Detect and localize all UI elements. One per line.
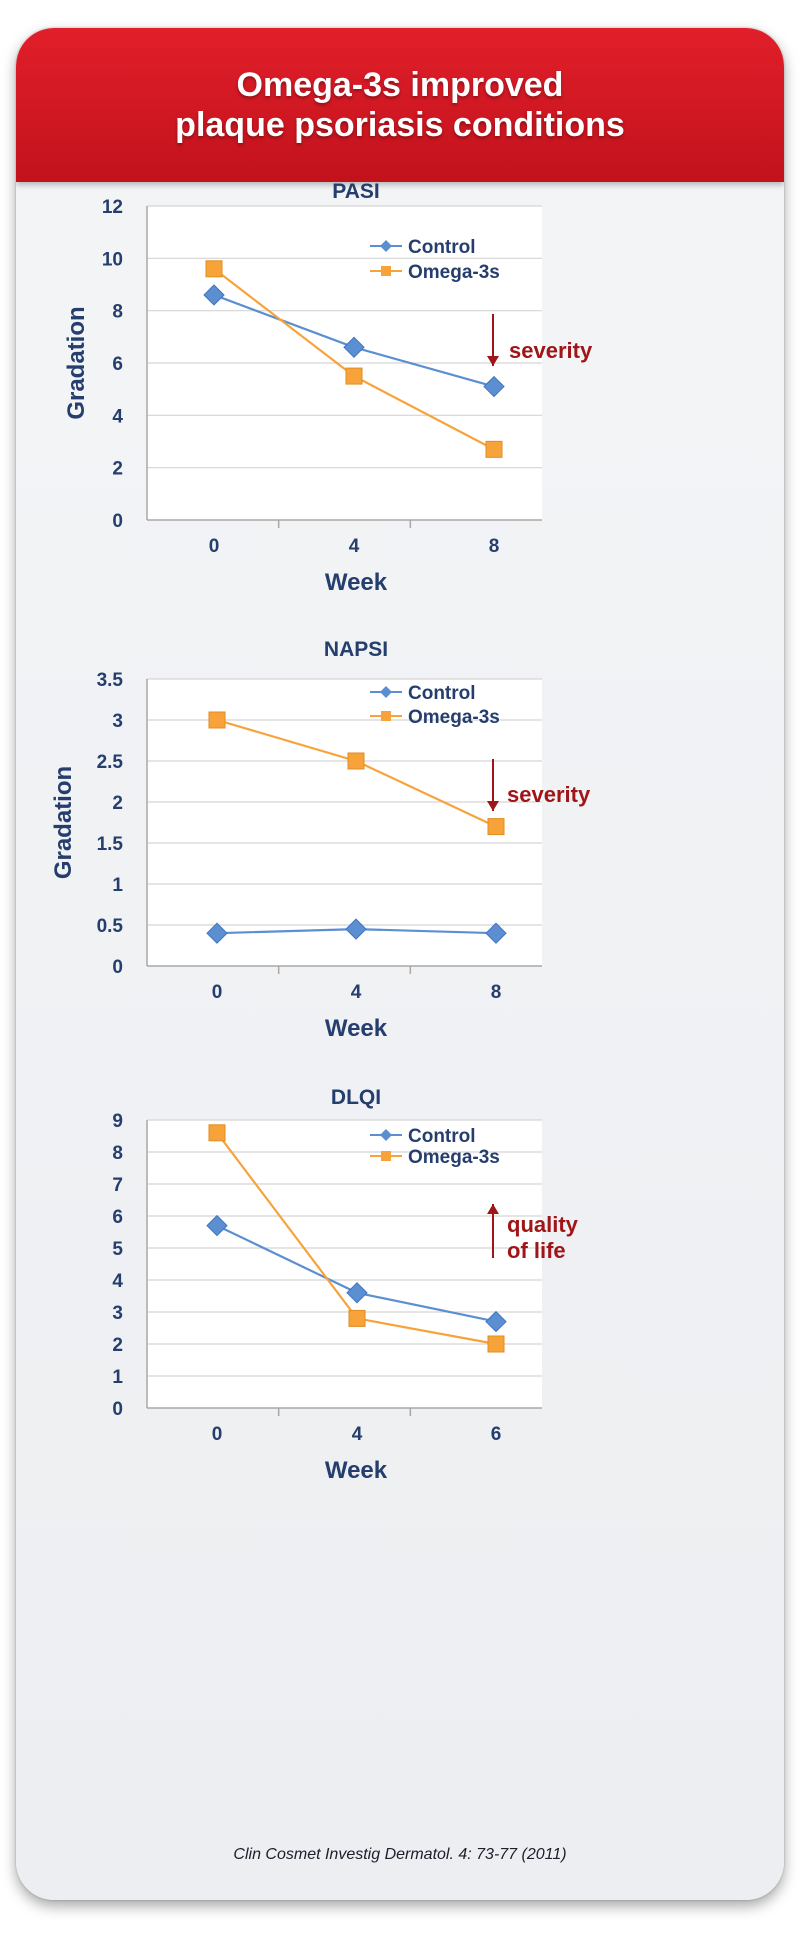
annotation-text: quality	[507, 1212, 579, 1237]
y-tick-label: 2	[112, 459, 123, 480]
y-tick-label: 4	[112, 406, 123, 427]
y-tick-label: 5	[112, 1239, 123, 1260]
y-tick-label: 6	[112, 354, 123, 375]
annotation-text: severity	[507, 782, 591, 807]
control-data-point	[343, 336, 365, 359]
chart-svg: PASI 0 2 4 6 8 10 12 0 4 8 Week Gradation Control Omeg…	[63, 180, 593, 596]
omega-3s-data-point	[208, 1124, 226, 1142]
control-data-point	[206, 1214, 228, 1237]
x-tick-label: 4	[349, 536, 360, 557]
annotation-text: of life	[507, 1238, 566, 1263]
legend-label-control: Control	[408, 237, 476, 258]
omega-3s-data-point	[485, 440, 503, 458]
y-tick-label: 7	[112, 1175, 123, 1196]
infographic-card: Omega-3s improved plaque psoriasis condi…	[16, 28, 784, 1900]
y-tick-label: 3.5	[97, 670, 124, 691]
omega-3s-data-point	[208, 711, 226, 729]
legend-diamond-icon	[380, 240, 392, 252]
x-tick-label: 0	[212, 982, 223, 1003]
y-tick-label: 3	[112, 1303, 123, 1324]
legend-label-omega-3s: Omega-3s	[408, 262, 500, 283]
chart-title: NAPSI	[324, 638, 388, 661]
y-tick-label: 9	[112, 1111, 123, 1132]
omega-3s-data-point	[348, 1309, 366, 1327]
control-data-point	[203, 284, 225, 306]
y-tick-label: 6	[112, 1207, 123, 1228]
y-tick-label: 8	[112, 1143, 123, 1164]
plot-area	[147, 1120, 542, 1408]
y-tick-label: 10	[102, 249, 123, 270]
y-tick-label: 12	[102, 197, 123, 218]
y-tick-label: 1.5	[97, 834, 124, 855]
control-data-point	[206, 922, 228, 944]
omega-3s-data-point	[345, 367, 363, 385]
arrow-down-icon	[487, 801, 499, 811]
x-axis-label: Week	[325, 1457, 388, 1484]
legend-square-icon	[381, 711, 391, 721]
x-tick-label: 8	[489, 536, 500, 557]
legend-label-omega-3s: Omega-3s	[408, 707, 500, 728]
y-tick-label: 0.5	[97, 916, 124, 937]
y-tick-label: 2.5	[97, 752, 124, 773]
omega-3s-data-point	[487, 818, 505, 836]
arrow-down-icon	[487, 356, 499, 366]
legend-diamond-icon	[380, 1129, 392, 1141]
omega-3s-data-point	[205, 260, 223, 278]
control-data-point	[483, 375, 505, 398]
napsi-chart: NAPSI 0 0.5 1 1.5 2 2.5 3 3.5 0 4 8 Week Gradation Con…	[16, 606, 784, 1046]
citation: Clin Cosmet Investig Dermatol. 4: 73-77 …	[233, 1846, 567, 1863]
dlqi-chart: DLQI 0 1 2 3 4 5 6 7 8 9 0 4 6 Week Control Omega-3s qual…	[16, 1048, 784, 1488]
x-tick-label: 0	[209, 536, 220, 557]
annotation-text: severity	[509, 338, 593, 363]
control-data-point	[345, 918, 367, 940]
y-tick-label: 4	[112, 1271, 123, 1292]
control-data-point	[485, 922, 507, 944]
legend-label-control: Control	[408, 1126, 476, 1147]
y-tick-label: 2	[112, 793, 123, 814]
legend-diamond-icon	[380, 686, 392, 698]
chart-title: PASI	[332, 180, 379, 203]
legend-square-icon	[381, 1151, 391, 1161]
pasi-chart: PASI 0 2 4 6 8 10 12 0 4 8 Week Gradation Control Omeg…	[16, 164, 784, 604]
y-tick-label: 2	[112, 1335, 123, 1356]
y-tick-label: 8	[112, 302, 123, 323]
title-banner: Omega-3s improved plaque psoriasis condi…	[16, 28, 784, 182]
control-data-point	[485, 1310, 507, 1333]
y-tick-label: 1	[112, 1367, 123, 1388]
legend-label-omega-3s: Omega-3s	[408, 1147, 500, 1168]
y-tick-label: 0	[112, 511, 123, 532]
y-axis-label: Gradation	[63, 306, 90, 419]
y-tick-label: 0	[112, 957, 123, 978]
x-axis-label: Week	[325, 569, 388, 596]
legend-square-icon	[381, 266, 391, 276]
x-tick-label: 4	[351, 982, 362, 1003]
x-tick-label: 8	[491, 982, 502, 1003]
x-axis-label: Week	[325, 1015, 388, 1042]
x-tick-label: 4	[352, 1424, 363, 1445]
y-tick-label: 3	[112, 711, 123, 732]
y-axis-label: Gradation	[50, 766, 77, 879]
page-title: Omega-3s improved plaque psoriasis condi…	[175, 65, 625, 145]
legend-label-control: Control	[408, 683, 476, 704]
y-tick-label: 1	[112, 875, 123, 896]
arrow-up-icon	[487, 1204, 499, 1214]
omega-3s-data-point	[487, 1335, 505, 1353]
omega-3s-data-point	[347, 752, 365, 770]
chart-title: DLQI	[331, 1086, 381, 1109]
y-tick-label: 0	[112, 1399, 123, 1420]
control-data-point	[346, 1282, 368, 1304]
x-tick-label: 6	[491, 1424, 502, 1445]
chart-svg: NAPSI 0 0.5 1 1.5 2 2.5 3 3.5 0 4 8 Week Gradation Con…	[50, 638, 591, 1042]
x-tick-label: 0	[212, 1424, 223, 1445]
title-line-1: Omega-3s improved	[236, 66, 564, 104]
title-line-2: plaque psoriasis conditions	[175, 106, 625, 144]
